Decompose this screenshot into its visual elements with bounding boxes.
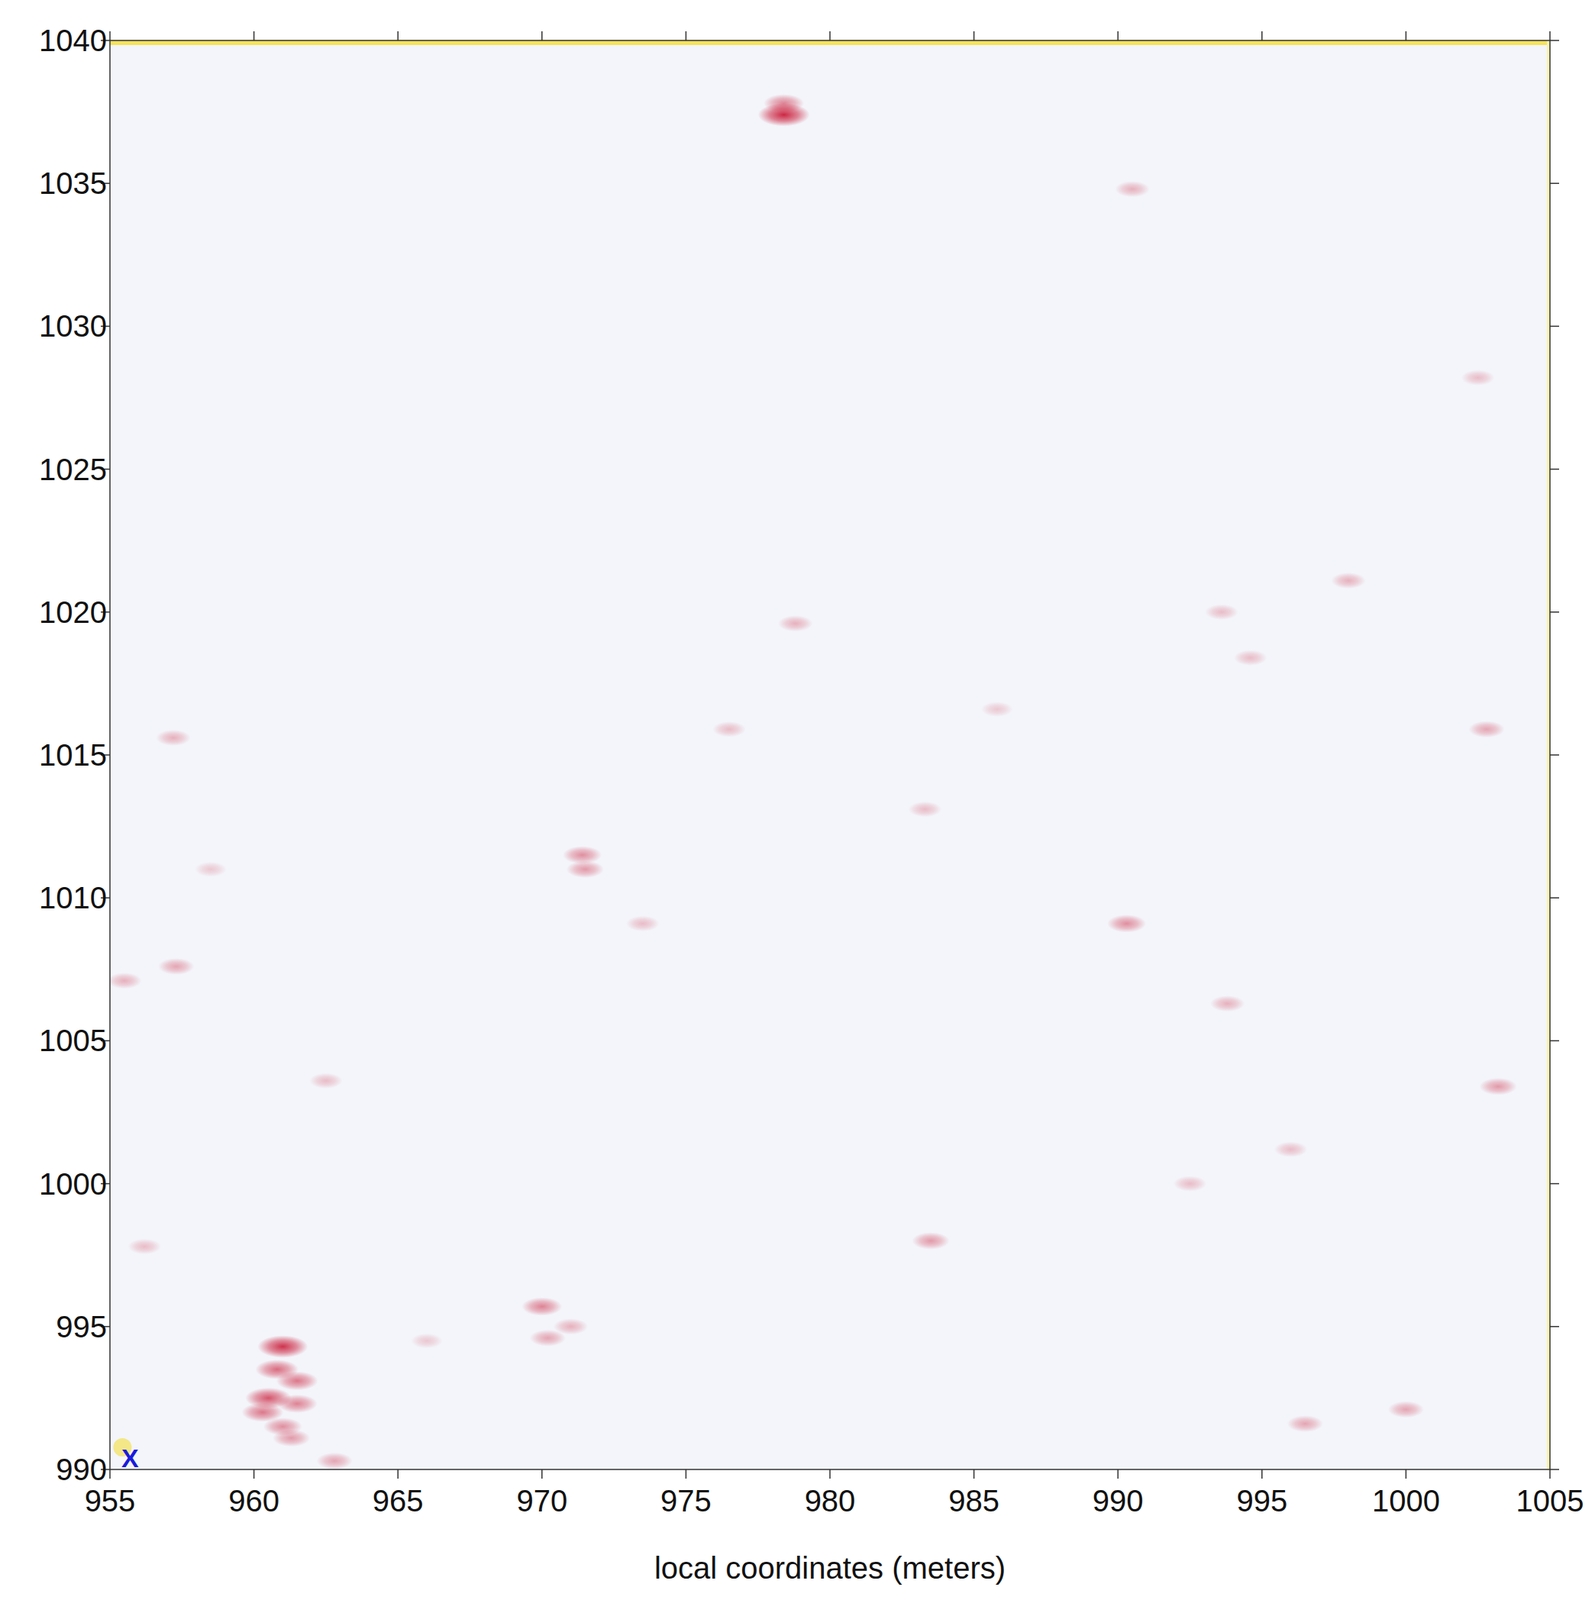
anomaly bbox=[155, 729, 191, 746]
y-tick-right bbox=[1549, 326, 1560, 328]
anomaly bbox=[566, 860, 604, 879]
y-tick-label: 1040 bbox=[38, 23, 107, 58]
y-tick-right bbox=[1549, 1183, 1560, 1185]
x-tick bbox=[1549, 1469, 1551, 1479]
y-tick-right bbox=[1549, 39, 1560, 42]
x-tick bbox=[829, 1469, 831, 1479]
map-background bbox=[109, 40, 1550, 1470]
anomaly bbox=[410, 1333, 443, 1350]
x-tick-top bbox=[397, 31, 399, 41]
x-tick bbox=[1405, 1469, 1408, 1479]
x-tick-label: 970 bbox=[516, 1484, 568, 1518]
x-tick-label: 955 bbox=[84, 1484, 136, 1518]
y-tick-label: 1000 bbox=[38, 1167, 107, 1202]
anomaly bbox=[1274, 1141, 1308, 1157]
x-tick-label: 1005 bbox=[1516, 1484, 1585, 1518]
anomaly bbox=[1204, 604, 1238, 620]
x-tick bbox=[541, 1469, 543, 1479]
anomaly bbox=[158, 958, 194, 976]
x-tick-top bbox=[1549, 31, 1551, 41]
x-axis-title: local coordinates (meters) bbox=[654, 1551, 1006, 1586]
y-tick-right bbox=[1549, 1040, 1560, 1043]
anomaly bbox=[272, 1430, 310, 1448]
x-tick bbox=[973, 1469, 976, 1479]
anomaly bbox=[626, 916, 659, 932]
x-tick-top bbox=[973, 31, 976, 41]
anomaly bbox=[778, 615, 813, 632]
x-tick-top bbox=[1261, 31, 1263, 41]
y-tick-right bbox=[1549, 897, 1560, 899]
anomaly bbox=[553, 1318, 588, 1335]
anomaly bbox=[1388, 1401, 1424, 1418]
y-tick-label: 1005 bbox=[38, 1023, 107, 1058]
anomaly bbox=[257, 1335, 308, 1358]
y-tick-label: 1035 bbox=[38, 166, 107, 201]
anomaly bbox=[1173, 1175, 1207, 1192]
y-tick-label: 1015 bbox=[38, 738, 107, 772]
x-tick-label: 985 bbox=[948, 1484, 1000, 1518]
x-tick bbox=[397, 1469, 399, 1479]
x-tick bbox=[109, 1469, 111, 1479]
x-tick-top bbox=[109, 31, 111, 41]
anomaly bbox=[276, 1371, 319, 1391]
y-tick-label: 1010 bbox=[38, 881, 107, 915]
x-tick-top bbox=[685, 31, 688, 41]
anomaly bbox=[1114, 180, 1150, 197]
anomaly bbox=[194, 862, 227, 878]
anomalies bbox=[109, 93, 1518, 1470]
anomaly bbox=[316, 1452, 353, 1470]
anomaly bbox=[521, 1297, 562, 1317]
x-tick-top bbox=[253, 31, 256, 41]
anomaly bbox=[712, 721, 746, 737]
annotation: X bbox=[121, 1443, 139, 1473]
y-tick-right bbox=[1549, 754, 1560, 756]
y-tick-label: 1020 bbox=[38, 595, 107, 630]
anomaly bbox=[912, 1232, 950, 1250]
x-tick bbox=[1261, 1469, 1263, 1479]
x-tick bbox=[685, 1469, 688, 1479]
anomaly bbox=[1479, 1078, 1518, 1096]
anomaly bbox=[1287, 1415, 1324, 1433]
x-tick-top bbox=[541, 31, 543, 41]
anomaly bbox=[981, 701, 1013, 717]
anomaly bbox=[1210, 995, 1245, 1012]
anomaly bbox=[309, 1073, 343, 1089]
x-tick-label: 990 bbox=[1092, 1484, 1144, 1518]
x-tick-label: 975 bbox=[660, 1484, 712, 1518]
anomaly bbox=[1233, 650, 1267, 666]
y-tick-right bbox=[1549, 182, 1560, 185]
x-tick-label: 980 bbox=[804, 1484, 856, 1518]
anomaly bbox=[1461, 370, 1495, 386]
anomaly bbox=[128, 1239, 162, 1255]
y-tick-right bbox=[1549, 1469, 1560, 1471]
x-tick-label: 1000 bbox=[1372, 1484, 1441, 1518]
x-tick-top bbox=[829, 31, 831, 41]
x-tick-top bbox=[1405, 31, 1408, 41]
x-tick bbox=[253, 1469, 256, 1479]
y-tick-right bbox=[1549, 468, 1560, 471]
x-tick-label: 960 bbox=[228, 1484, 280, 1518]
edge-band bbox=[109, 40, 1550, 46]
x-tick-label: 995 bbox=[1236, 1484, 1288, 1518]
y-tick-label: 995 bbox=[55, 1310, 107, 1344]
chart: 955 960 965 970 975 980 985 990 995 1000 1005 990 99… bbox=[0, 0, 1595, 1600]
anomaly bbox=[1468, 720, 1505, 738]
y-tick-label: 990 bbox=[55, 1452, 107, 1487]
y-tick-label: 1030 bbox=[38, 309, 107, 343]
y-tick-right bbox=[1549, 1326, 1560, 1328]
anomaly bbox=[763, 93, 804, 113]
anomaly bbox=[1107, 914, 1147, 933]
x-tick bbox=[1117, 1469, 1119, 1479]
anomaly bbox=[1330, 572, 1366, 589]
frame bbox=[109, 40, 1550, 1470]
anomaly bbox=[109, 972, 142, 989]
anomaly bbox=[277, 1394, 318, 1414]
y-tick-label: 1025 bbox=[38, 452, 107, 487]
x-tick-top bbox=[1117, 31, 1119, 41]
x-tick-label: 965 bbox=[372, 1484, 424, 1518]
y-tick-right bbox=[1549, 611, 1560, 614]
anomaly bbox=[908, 801, 942, 817]
